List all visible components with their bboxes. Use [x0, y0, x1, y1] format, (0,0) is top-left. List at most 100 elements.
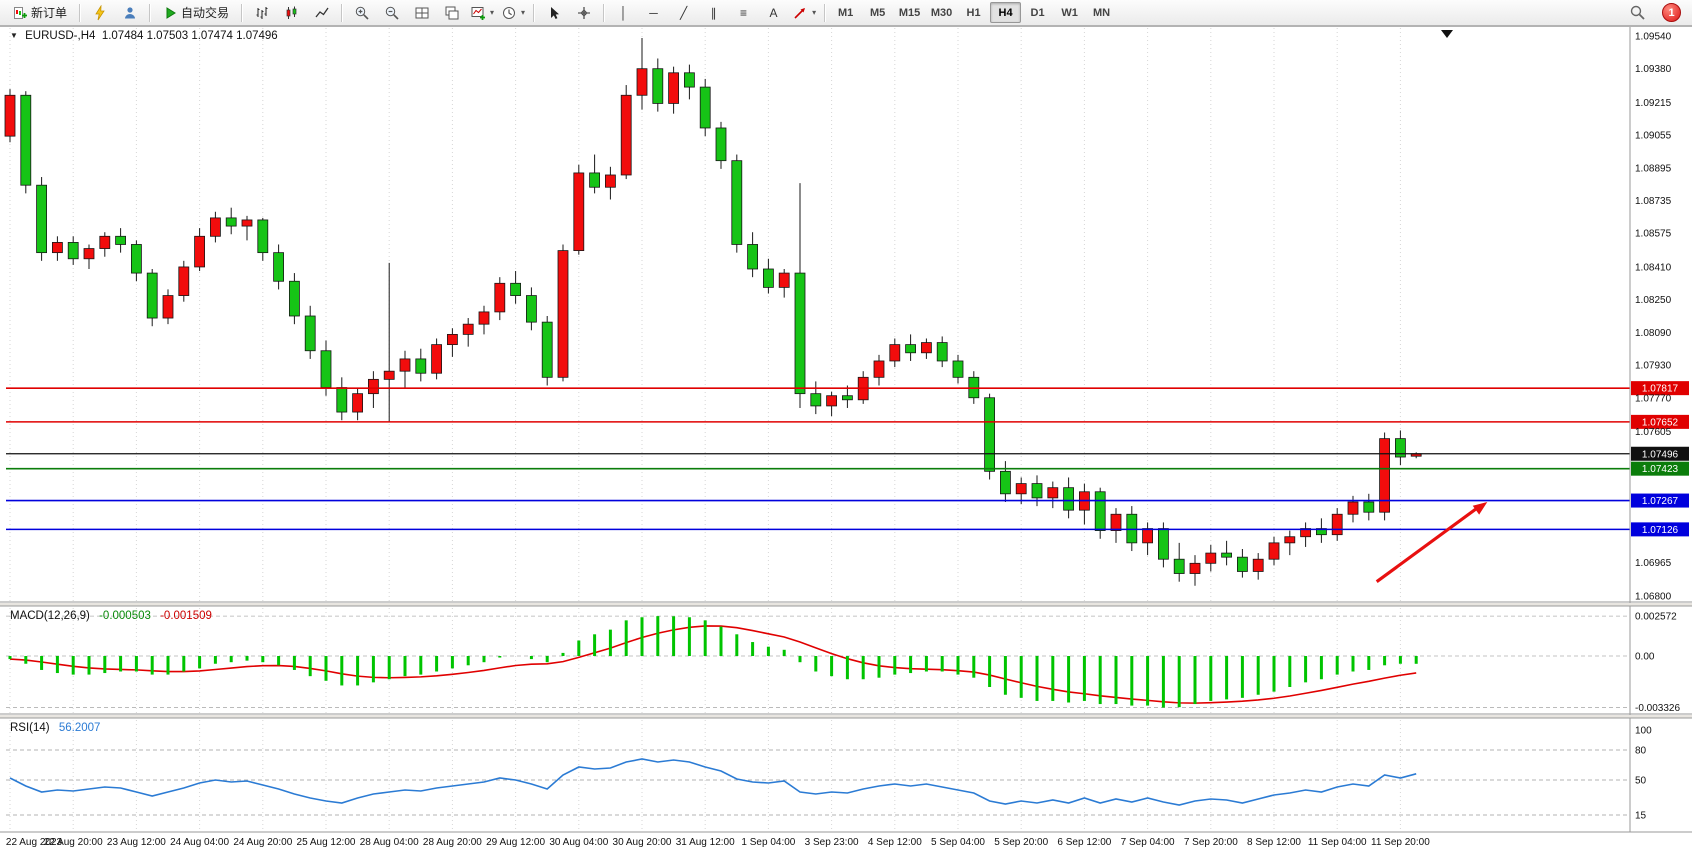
price-line-label	[1631, 414, 1689, 429]
svg-text:1.06965: 1.06965	[1635, 558, 1672, 569]
zoom-in-icon	[355, 6, 369, 20]
cascade-windows-button[interactable]	[437, 1, 466, 24]
horizontal-price-lines[interactable]: 1.07817 1.07652 1.07496 1.07423 1.07267 1.071…	[6, 381, 1689, 537]
svg-text:1.08575: 1.08575	[1635, 229, 1672, 240]
svg-text:1.07930: 1.07930	[1635, 361, 1672, 372]
zoom-out-button[interactable]	[377, 1, 406, 24]
timeframe-m1-button[interactable]: M1	[837, 6, 854, 19]
price-axis: 1.09540 1.09380 1.09215 1.09055 1.08895 1.087…	[1629, 27, 1672, 832]
fibonacci-tool-button[interactable]: ≡	[729, 1, 758, 24]
svg-text:1.07496: 1.07496	[1642, 449, 1679, 460]
line-chart-icon	[315, 7, 329, 17]
svg-text:5 Sep 04:00: 5 Sep 04:00	[931, 837, 985, 848]
notification-badge[interactable]: 1	[1662, 3, 1681, 22]
svg-text:11 Sep 20:00: 11 Sep 20:00	[1371, 837, 1430, 848]
toolbar-separator	[603, 3, 605, 22]
bar-chart-button[interactable]	[247, 1, 276, 24]
channel-tool-button[interactable]: ∥	[699, 1, 728, 24]
periods-button[interactable]: ▾	[498, 1, 528, 24]
autotrading-play-icon	[166, 6, 176, 19]
svg-text:11 Sep 04:00: 11 Sep 04:00	[1308, 837, 1367, 848]
chevron-down-icon: ▾	[812, 8, 817, 17]
timeframe-mn-button[interactable]: MN	[1093, 6, 1111, 19]
line-chart-button[interactable]	[307, 1, 336, 24]
cascade-windows-icon	[445, 6, 459, 19]
autoscroll-marker[interactable]	[1441, 30, 1453, 38]
candles	[4, 38, 1422, 586]
cursor-icon	[550, 6, 559, 19]
pane-divider[interactable]	[0, 603, 1692, 606]
channel-icon: ∥	[710, 5, 717, 20]
vertical-line-tool-button[interactable]: │	[609, 1, 638, 24]
auto-trading-button[interactable]: 自动交易	[155, 1, 236, 24]
text-tool-button[interactable]: A	[759, 1, 788, 24]
svg-text:23 Aug 12:00: 23 Aug 12:00	[107, 837, 166, 848]
horizontal-line-tool-button[interactable]: ─	[639, 1, 668, 24]
svg-text:24 Aug 04:00: 24 Aug 04:00	[170, 837, 229, 848]
crosshair-tool-button[interactable]	[569, 1, 598, 24]
toolbar-separator	[149, 3, 151, 22]
svg-text:1.07817: 1.07817	[1642, 384, 1679, 395]
trendline-icon: ╱	[679, 5, 688, 20]
bar-chart-icon	[256, 6, 268, 19]
rsi-value: 56.2007	[58, 722, 101, 734]
svg-text:1.08410: 1.08410	[1635, 262, 1672, 273]
svg-text:-0.003326: -0.003326	[1635, 703, 1680, 714]
pane-divider[interactable]	[0, 715, 1692, 718]
trendline-tool-button[interactable]: ╱	[669, 1, 698, 24]
timeframe-d1-button[interactable]: D1	[1030, 6, 1045, 19]
timeframe-h4-button[interactable]: H4	[990, 2, 1022, 23]
lightning-button[interactable]	[85, 1, 114, 24]
rsi-line	[9, 758, 1417, 806]
profile-icon	[124, 6, 135, 18]
svg-text:1.09540: 1.09540	[1635, 32, 1672, 43]
timeframe-w1-button[interactable]: W1	[1061, 6, 1078, 19]
svg-text:7 Sep 04:00: 7 Sep 04:00	[1121, 837, 1175, 848]
new-order-label: 新订单	[31, 6, 68, 20]
svg-text:3 Sep 23:00: 3 Sep 23:00	[805, 837, 859, 848]
cursor-tool-button[interactable]	[539, 1, 568, 24]
arrows-tool-button[interactable]: ▾	[789, 1, 819, 24]
rsi-pane: 100 80 50 15	[6, 726, 1652, 822]
ohlc-values: 1.07484 1.07503 1.07474 1.07496	[101, 30, 278, 42]
new-order-icon	[14, 6, 27, 19]
svg-text:80: 80	[1635, 746, 1647, 757]
chart-title-bar: ▼ EURUSD-,H4 1.07484 1.07503 1.07474 1.0…	[10, 30, 278, 42]
toolbar-separator	[241, 3, 243, 22]
macd-signal-value: -0.001509	[160, 610, 212, 622]
search-icon	[1630, 5, 1645, 20]
add-indicator-icon	[471, 6, 486, 20]
candlestick-chart-button[interactable]	[277, 1, 306, 24]
svg-text:6 Sep 12:00: 6 Sep 12:00	[1057, 837, 1111, 848]
timeframe-h1-button[interactable]: H1	[966, 6, 981, 19]
profile-button[interactable]	[115, 1, 144, 24]
chart-canvas[interactable]	[6, 28, 1630, 601]
svg-text:1.07770: 1.07770	[1635, 393, 1672, 404]
periods-clock-icon	[503, 6, 516, 19]
toolbar-separator	[79, 3, 81, 22]
macd-signal-line	[9, 625, 1417, 704]
search-button[interactable]	[1623, 1, 1652, 24]
timeframe-m30-button[interactable]: M30	[930, 6, 953, 19]
zoom-out-icon	[385, 6, 399, 20]
svg-text:28 Aug 20:00: 28 Aug 20:00	[423, 837, 482, 848]
svg-text:1 Sep 04:00: 1 Sep 04:00	[741, 837, 795, 848]
svg-text:1.08735: 1.08735	[1635, 196, 1672, 207]
add-indicator-button[interactable]: ▾	[467, 1, 497, 24]
trend-arrow-annotation[interactable]	[1375, 501, 1488, 583]
macd-name: MACD(12,26,9)	[10, 610, 90, 622]
chart-dropdown-icon[interactable]: ▼	[10, 31, 18, 40]
lightning-icon	[94, 4, 105, 20]
timeframe-m5-button[interactable]: M5	[869, 6, 886, 19]
timeframe-m15-button[interactable]: M15	[898, 6, 921, 19]
svg-text:1.09380: 1.09380	[1635, 64, 1672, 75]
zoom-in-button[interactable]	[347, 1, 376, 24]
svg-text:1.06800: 1.06800	[1635, 592, 1672, 603]
price-line-label	[1631, 461, 1689, 476]
tile-windows-button[interactable]	[407, 1, 436, 24]
toolbar-separator	[533, 3, 535, 22]
new-order-button[interactable]: 新订单	[5, 1, 74, 24]
